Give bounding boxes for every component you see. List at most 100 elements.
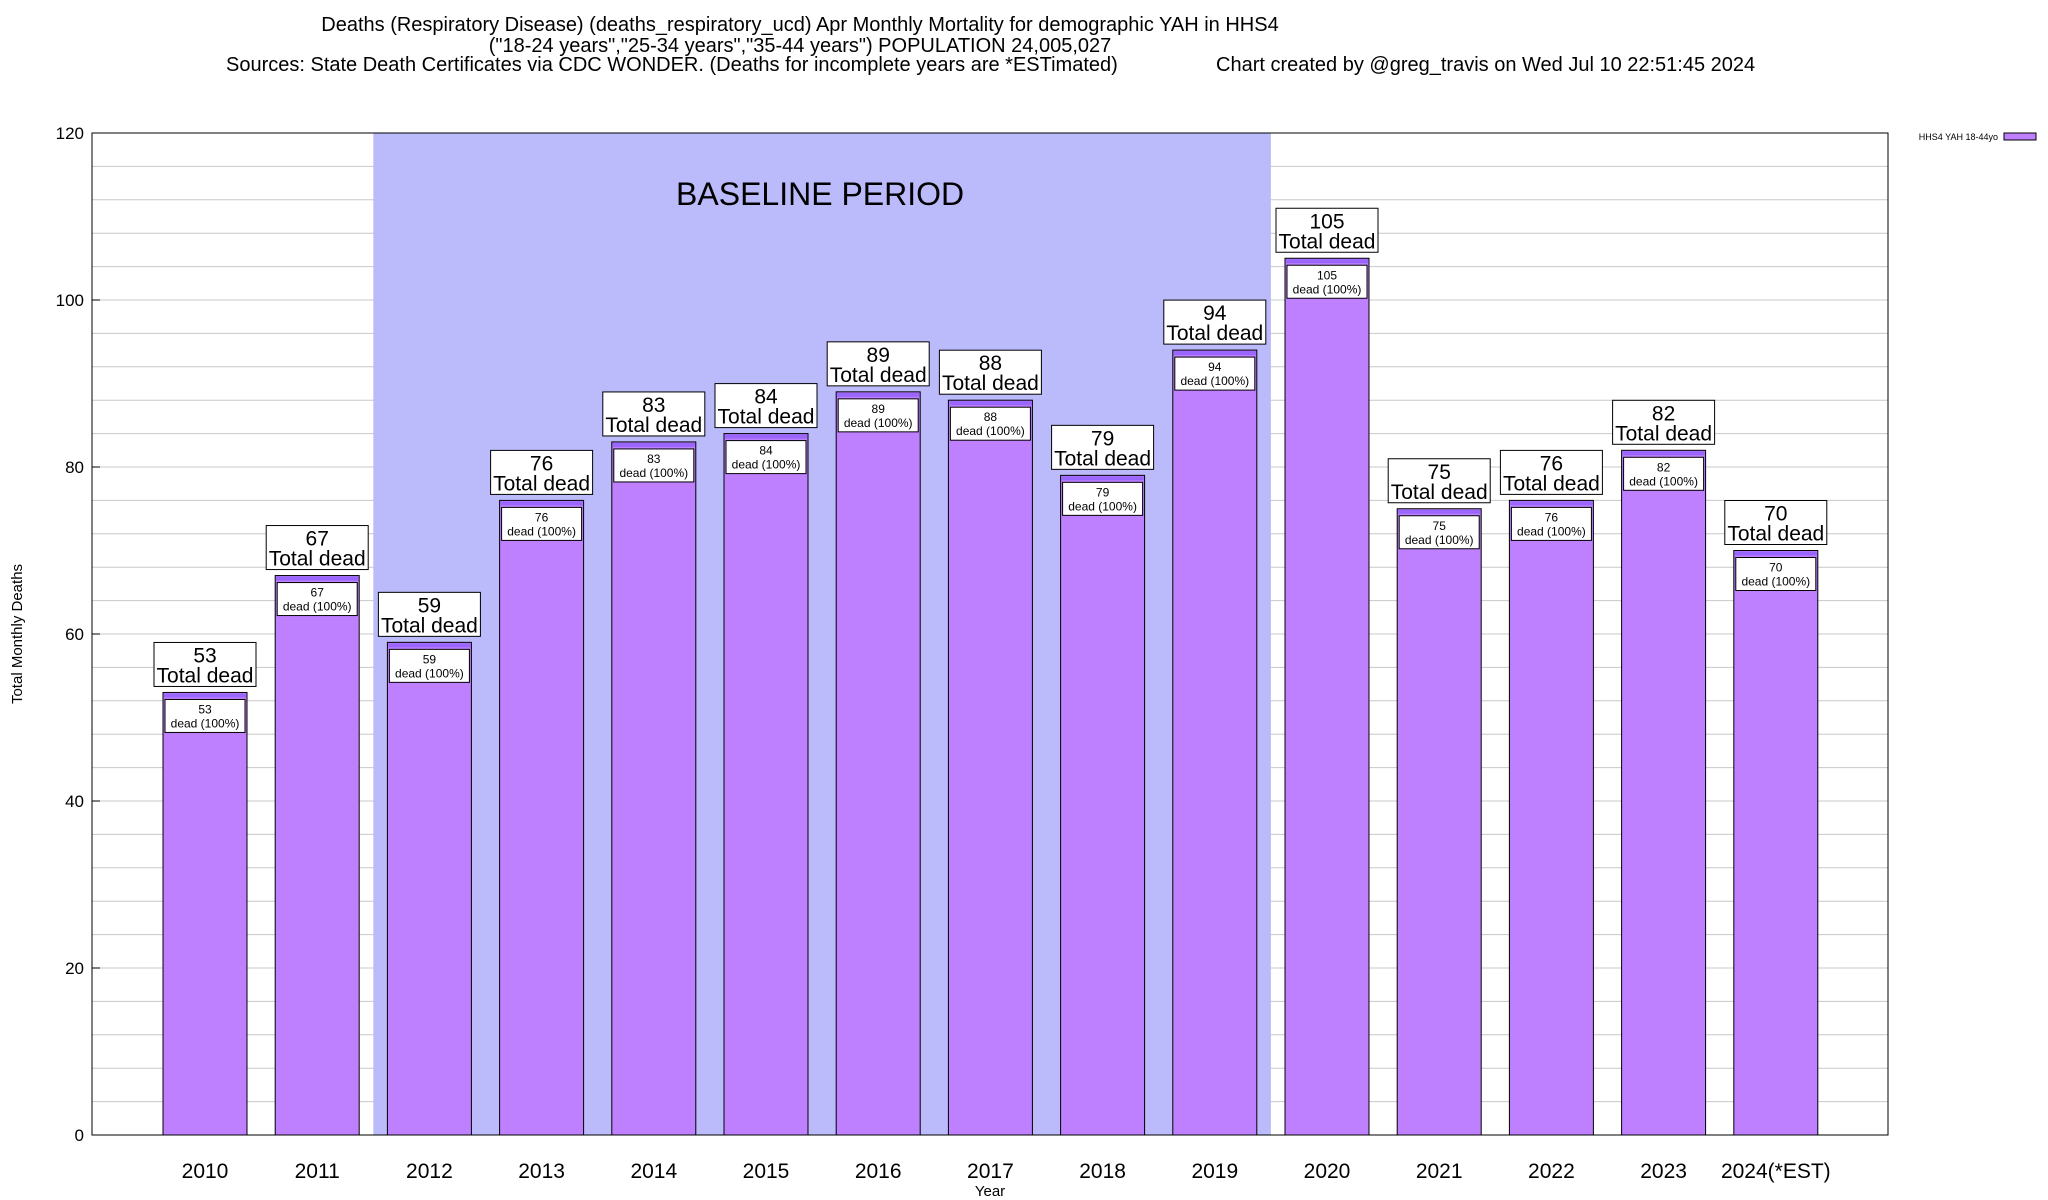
axis-layer: 2010 2011 2012 2013 2014 2015 2016 2017 2018 2019…	[9, 124, 1889, 1200]
x-tick-label: 2015	[743, 1160, 790, 1183]
x-tick-label: 2010	[182, 1160, 229, 1183]
bar-total-value: 67	[306, 528, 329, 551]
bar-total-label: Total dead	[493, 472, 590, 495]
bar-inner-label-box	[501, 506, 583, 541]
bar-cap	[949, 401, 1032, 406]
bar-inner-value: 89	[872, 402, 886, 416]
bar-total-value: 82	[1652, 402, 1675, 425]
y-tick-label: 120	[56, 124, 84, 143]
bar-inner-label-box	[1735, 557, 1817, 591]
chart-title: Deaths (Respiratory Disease) (deaths_res…	[321, 14, 1279, 36]
bar	[274, 575, 360, 1136]
x-tick-label: 2016	[855, 1160, 902, 1183]
bar-inner-value: 53	[198, 702, 212, 716]
bar-inner-label: dead (100%)	[844, 416, 913, 430]
bar-cap	[164, 693, 246, 698]
bar-total-label-box	[1387, 458, 1491, 504]
bar-inner-label: dead (100%)	[1629, 474, 1698, 488]
bar-cap	[1173, 351, 1256, 356]
bar-inner-label: dead (100%)	[1517, 524, 1586, 538]
bar-total-label: Total dead	[1391, 481, 1488, 504]
bar-cap	[1398, 509, 1481, 514]
x-axis-label: Year	[975, 1183, 1005, 1200]
bar-total-label: Total dead	[269, 548, 366, 571]
bar	[723, 433, 809, 1136]
bar	[1172, 349, 1258, 1136]
bar-inner-label: dead (100%)	[1180, 374, 1249, 388]
x-tick-label: 2022	[1528, 1160, 1575, 1183]
bar-inner-label-box	[1286, 264, 1368, 299]
bar-total-label: Total dead	[157, 664, 254, 687]
bar-inner-label: dead (100%)	[619, 466, 688, 480]
bar-inner-value: 105	[1317, 268, 1337, 282]
bar-total-label-box	[490, 449, 594, 495]
x-tick-label: 2023	[1640, 1160, 1687, 1183]
bar-cap	[1622, 451, 1705, 456]
bar-inner-label-box	[1398, 515, 1480, 550]
bar-total-label: Total dead	[1503, 472, 1600, 495]
x-tick-label: 2017	[967, 1160, 1014, 1183]
bar-total-value: 53	[193, 644, 216, 667]
bar-total-value: 88	[979, 352, 1002, 375]
x-tick-label: 2019	[1191, 1160, 1238, 1183]
x-tick-label: 2018	[1079, 1160, 1126, 1183]
x-tick-label: 2021	[1416, 1160, 1463, 1183]
bar-inner-value: 75	[1433, 519, 1447, 533]
bar-total-label-box	[714, 383, 818, 429]
bar-total-label-box	[826, 341, 930, 387]
bar-cap	[1286, 259, 1368, 264]
bar-inner-label: dead (100%)	[507, 524, 576, 538]
bar-inner-value: 82	[1657, 460, 1671, 474]
legend-swatch	[2003, 132, 2037, 141]
bar-inner-label-box	[725, 440, 807, 475]
bar-total-value: 89	[867, 344, 890, 367]
x-tick-label: 2011	[295, 1160, 340, 1183]
bar-total-value: 70	[1764, 503, 1787, 526]
bar-inner-label-box	[613, 448, 695, 483]
bar-inner-label: dead (100%)	[1068, 499, 1137, 513]
bar-inner-label: dead (100%)	[283, 600, 352, 614]
bar-total-label-box	[377, 591, 481, 637]
bar-inner-label-box	[1623, 456, 1705, 491]
bar-inner-value: 70	[1769, 561, 1783, 575]
bar-inner-label: dead (100%)	[395, 666, 464, 680]
bar-total-value: 94	[1203, 302, 1227, 325]
bar	[1284, 257, 1370, 1136]
bar-inner-label-box	[164, 698, 246, 733]
bar	[835, 391, 921, 1136]
bar-cap	[725, 434, 807, 439]
bar-inner-label: dead (100%)	[732, 458, 801, 472]
bar-total-label: Total dead	[830, 364, 927, 387]
bar-total-value: 76	[530, 452, 553, 475]
bar-inner-value: 59	[423, 652, 437, 666]
y-tick-label: 40	[65, 792, 84, 811]
legend-label: HHS4 YAH 18-44yo	[1919, 132, 1998, 142]
bar-total-label-box	[265, 525, 369, 571]
bar-inner-label-box	[1510, 506, 1592, 541]
bar-cap	[612, 442, 695, 447]
bar-inner-value: 76	[535, 510, 549, 524]
bar-cap	[1061, 476, 1144, 481]
bar-total-value: 76	[1540, 452, 1563, 475]
bar-total-label-box	[938, 349, 1042, 395]
bar	[1621, 449, 1707, 1136]
bar-cap	[388, 643, 471, 648]
bar-total-label-box	[1163, 299, 1267, 345]
bar-total-value: 84	[754, 386, 778, 409]
bar-total-label-box	[1499, 449, 1603, 495]
bar-inner-value: 88	[984, 410, 998, 424]
bar	[386, 641, 472, 1136]
bar-total-label-box	[1275, 207, 1379, 253]
x-tick-label: 2014	[630, 1160, 677, 1183]
chart-credit: Chart created by @greg_travis on Wed Jul…	[1216, 54, 1756, 76]
bar-cap	[500, 501, 583, 506]
